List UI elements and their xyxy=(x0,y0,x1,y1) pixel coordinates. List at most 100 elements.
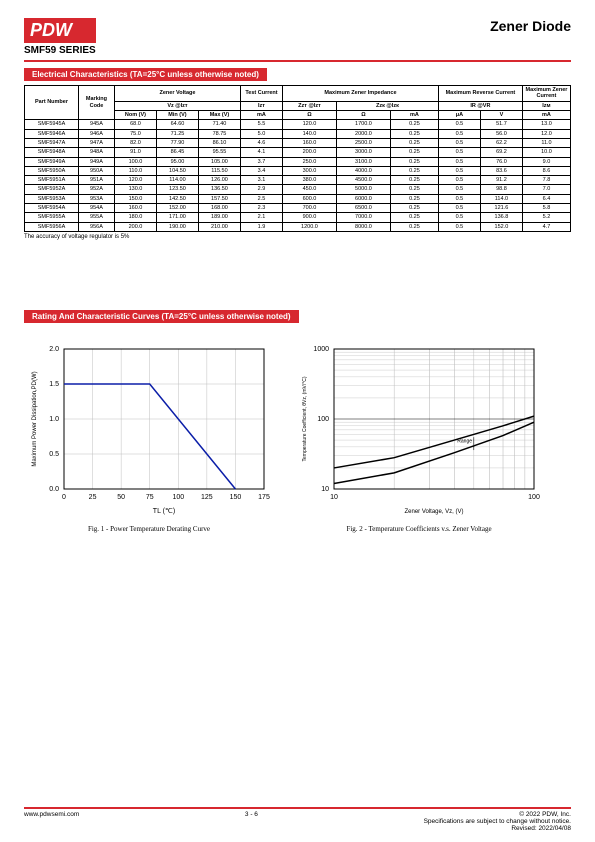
col-izt: Izт xyxy=(240,101,282,110)
table-cell: 86.10 xyxy=(198,138,240,147)
table-cell: 3.7 xyxy=(240,157,282,166)
table-cell: SMF5955A xyxy=(25,213,79,222)
section-electrical-label: Electrical Characteristics (TA=25°C unle… xyxy=(24,68,267,81)
col-min: Min (V) xyxy=(156,110,198,119)
svg-text:0: 0 xyxy=(62,494,66,501)
table-cell: SMF5948A xyxy=(25,148,79,157)
table-cell: 450.0 xyxy=(282,185,336,194)
table-cell: 0.5 xyxy=(438,222,480,231)
footer-line2: Specifications are subject to change wit… xyxy=(424,818,571,825)
table-cell: 2000.0 xyxy=(336,129,390,138)
table-cell: 78.75 xyxy=(198,129,240,138)
table-cell: 2.3 xyxy=(240,204,282,213)
table-row: SMF5954A954A160.0152.00168.002.3700.0650… xyxy=(25,204,571,213)
col-mark: Marking Code xyxy=(78,86,114,120)
table-cell: 114.00 xyxy=(156,176,198,185)
svg-text:10: 10 xyxy=(330,494,338,501)
table-cell: 951A xyxy=(78,176,114,185)
table-cell: 2500.0 xyxy=(336,138,390,147)
table-row: SMF5955A955A180.0171.00189.002.1900.0700… xyxy=(25,213,571,222)
table-cell: 0.25 xyxy=(390,194,438,203)
table-cell: 10.0 xyxy=(522,148,570,157)
col-ma1: mA xyxy=(240,110,282,119)
col-ma2: mA xyxy=(390,110,438,119)
footer-line3: Revised: 2022/04/08 xyxy=(424,825,571,832)
table-cell: 2.9 xyxy=(240,185,282,194)
table-cell: 0.5 xyxy=(438,157,480,166)
table-cell: 3.1 xyxy=(240,176,282,185)
table-cell: SMF5954A xyxy=(25,204,79,213)
table-cell: 71.40 xyxy=(198,120,240,129)
table-cell: 56.0 xyxy=(480,129,522,138)
table-cell: 13.0 xyxy=(522,120,570,129)
table-cell: SMF5946A xyxy=(25,129,79,138)
table-cell: 947A xyxy=(78,138,114,147)
table-cell: 136.50 xyxy=(198,185,240,194)
table-cell: 5000.0 xyxy=(336,185,390,194)
table-cell: 105.00 xyxy=(198,157,240,166)
table-cell: 950A xyxy=(78,166,114,175)
table-cell: SMF5947A xyxy=(25,138,79,147)
table-cell: 152.00 xyxy=(156,204,198,213)
table-cell: 0.5 xyxy=(438,120,480,129)
svg-text:100: 100 xyxy=(172,494,184,501)
table-cell: 8.6 xyxy=(522,166,570,175)
table-cell: 150.0 xyxy=(114,194,156,203)
col-part: Part Number xyxy=(25,86,79,120)
table-cell: 900.0 xyxy=(282,213,336,222)
table-cell: 4.1 xyxy=(240,148,282,157)
col-mrc: Maximum Reverse Current xyxy=(438,86,522,102)
table-cell: 200.0 xyxy=(282,148,336,157)
table-cell: 95.55 xyxy=(198,148,240,157)
table-cell: 2.1 xyxy=(240,213,282,222)
table-cell: 4.6 xyxy=(240,138,282,147)
table-cell: SMF5949A xyxy=(25,157,79,166)
table-cell: 83.6 xyxy=(480,166,522,175)
col-ohm2: Ω xyxy=(336,110,390,119)
table-row: SMF5947A947A82.077.9086.104.6160.02500.0… xyxy=(25,138,571,147)
svg-text:Temperature Coefficient, θVz,: Temperature Coefficient, θVz, (mV/°C) xyxy=(302,376,308,461)
table-cell: 0.25 xyxy=(390,138,438,147)
table-cell: 190.00 xyxy=(156,222,198,231)
logo: PDW xyxy=(24,18,96,43)
table-cell: SMF5956A xyxy=(25,222,79,231)
table-cell: 954A xyxy=(78,204,114,213)
table-cell: SMF5952A xyxy=(25,185,79,194)
table-cell: 955A xyxy=(78,213,114,222)
table-cell: 120.0 xyxy=(282,120,336,129)
table-cell: 4500.0 xyxy=(336,176,390,185)
table-cell: 120.0 xyxy=(114,176,156,185)
table-cell: 952A xyxy=(78,185,114,194)
table-cell: 110.0 xyxy=(114,166,156,175)
table-cell: 11.0 xyxy=(522,138,570,147)
svg-text:25: 25 xyxy=(89,494,97,501)
table-cell: 95.00 xyxy=(156,157,198,166)
svg-text:150: 150 xyxy=(230,494,242,501)
table-cell: 1700.0 xyxy=(336,120,390,129)
page-title: Zener Diode xyxy=(490,18,571,34)
table-cell: 0.25 xyxy=(390,204,438,213)
table-row: SMF5950A950A110.0104.50115.503.4300.0400… xyxy=(25,166,571,175)
col-zv-sub: Vz @Izт xyxy=(114,101,240,110)
table-cell: 77.90 xyxy=(156,138,198,147)
logo-text: PDW xyxy=(30,20,72,40)
col-nom: Nom (V) xyxy=(114,110,156,119)
table-row: SMF5946A946A75.071.2578.755.0140.02000.0… xyxy=(25,129,571,138)
series-label: SMF59 SERIES xyxy=(24,45,96,56)
table-cell: 68.0 xyxy=(114,120,156,129)
table-cell: 3000.0 xyxy=(336,148,390,157)
table-cell: 157.50 xyxy=(198,194,240,203)
table-cell: 142.50 xyxy=(156,194,198,203)
fig2-caption: Fig. 2 - Temperature Coefficients v.s. Z… xyxy=(294,525,544,533)
svg-text:Range: Range xyxy=(457,439,472,445)
svg-text:100: 100 xyxy=(528,494,540,501)
col-v: V xyxy=(480,110,522,119)
table-cell: 0.25 xyxy=(390,213,438,222)
table-cell: 0.5 xyxy=(438,204,480,213)
table-cell: 5.0 xyxy=(240,129,282,138)
svg-text:TL (℃): TL (℃) xyxy=(153,508,175,515)
table-cell: 0.5 xyxy=(438,166,480,175)
table-cell: 0.25 xyxy=(390,222,438,231)
svg-text:1.0: 1.0 xyxy=(49,416,59,423)
svg-text:0.0: 0.0 xyxy=(49,486,59,493)
